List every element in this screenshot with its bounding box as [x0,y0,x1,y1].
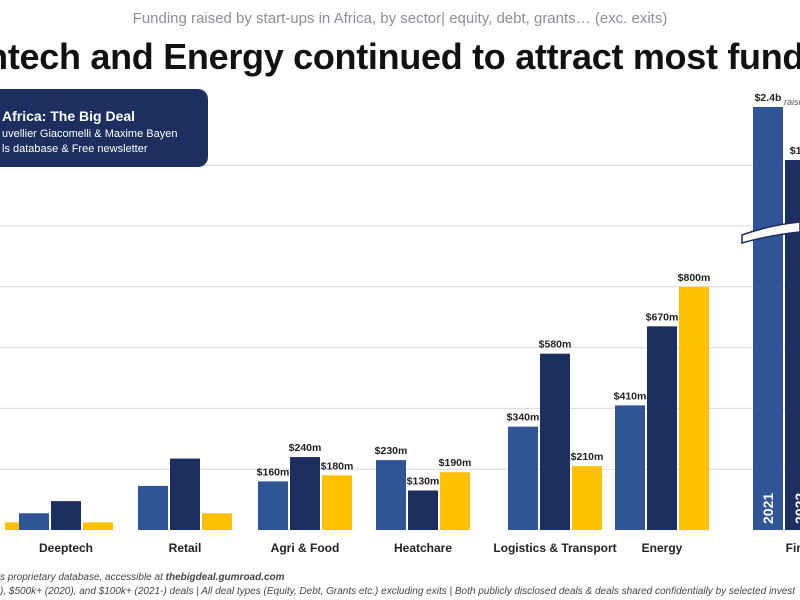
bar-2021 [615,405,645,530]
bar-2022 [408,490,438,530]
badge-title: Africa: The Big Deal [2,108,136,124]
footer-source: s proprietary database, accessible at th… [0,572,285,583]
data-label: $800m [678,272,711,284]
bar-series-2 [440,472,470,530]
bar-2021 [508,426,538,530]
badge-tagline: ls database & Free newsletter [2,143,148,155]
footer-methodology: ), $500k+ (2020), and $100k+ (2021-) dea… [0,586,796,597]
footer-source-text: s proprietary database, accessible at [0,572,166,583]
bar-2022 [290,457,320,530]
data-label: $2.4b [755,92,782,104]
data-label: $190m [439,457,472,469]
bar-2022 [785,160,800,530]
bar-2021 [19,513,49,530]
footer-link[interactable]: thebigdeal.gumroad.com [165,572,285,583]
bar-2021 [753,107,783,530]
data-label: $670m [646,311,679,323]
bar-series-2 [679,286,709,530]
data-label: $340m [507,412,540,424]
badge-authors: uvellier Giacomelli & Maxime Bayen [2,128,178,140]
data-label: $130m [407,475,440,487]
year-label: 2022 [792,493,800,524]
category-label: Deeptech [39,541,93,555]
category-label: Energy [642,541,683,555]
year-label: 2021 [760,493,776,524]
data-label: $410m [614,390,647,402]
category-label: Retail [169,541,202,555]
bar-series-2 [572,466,602,530]
axis-break-mark [741,221,800,244]
bar-series-2 [202,513,232,530]
data-label: $210m [571,451,604,463]
bar-2021 [138,485,168,530]
category-label: Finte [786,541,800,555]
category-label: Logistics & Transport [493,541,616,555]
data-label: $1.8 [790,145,800,157]
source-badge[interactable]: Africa: The Big Deal uvellier Giacomelli… [0,89,208,167]
bar-2022 [51,501,81,530]
bar-2022 [170,458,200,530]
data-label: $580m [539,339,572,351]
data-label: $160m [257,466,290,478]
bar-series-2 [83,522,113,530]
bar-2022 [647,326,677,530]
data-label: $240m [289,442,322,454]
bar-2022 [540,353,570,530]
chart-title: ntech and Energy continued to attract mo… [0,36,800,77]
bar-2021 [258,481,288,530]
bar-series-2 [322,475,352,530]
category-label: Agri & Food [271,541,340,555]
bar-2021 [376,460,406,530]
chart-subtitle: Funding raised by start-ups in Africa, b… [132,10,668,27]
annotation-text: raise [784,97,800,107]
data-label: $230m [375,445,408,457]
category-label: Heatchare [394,541,452,555]
data-label: $180m [321,460,354,472]
